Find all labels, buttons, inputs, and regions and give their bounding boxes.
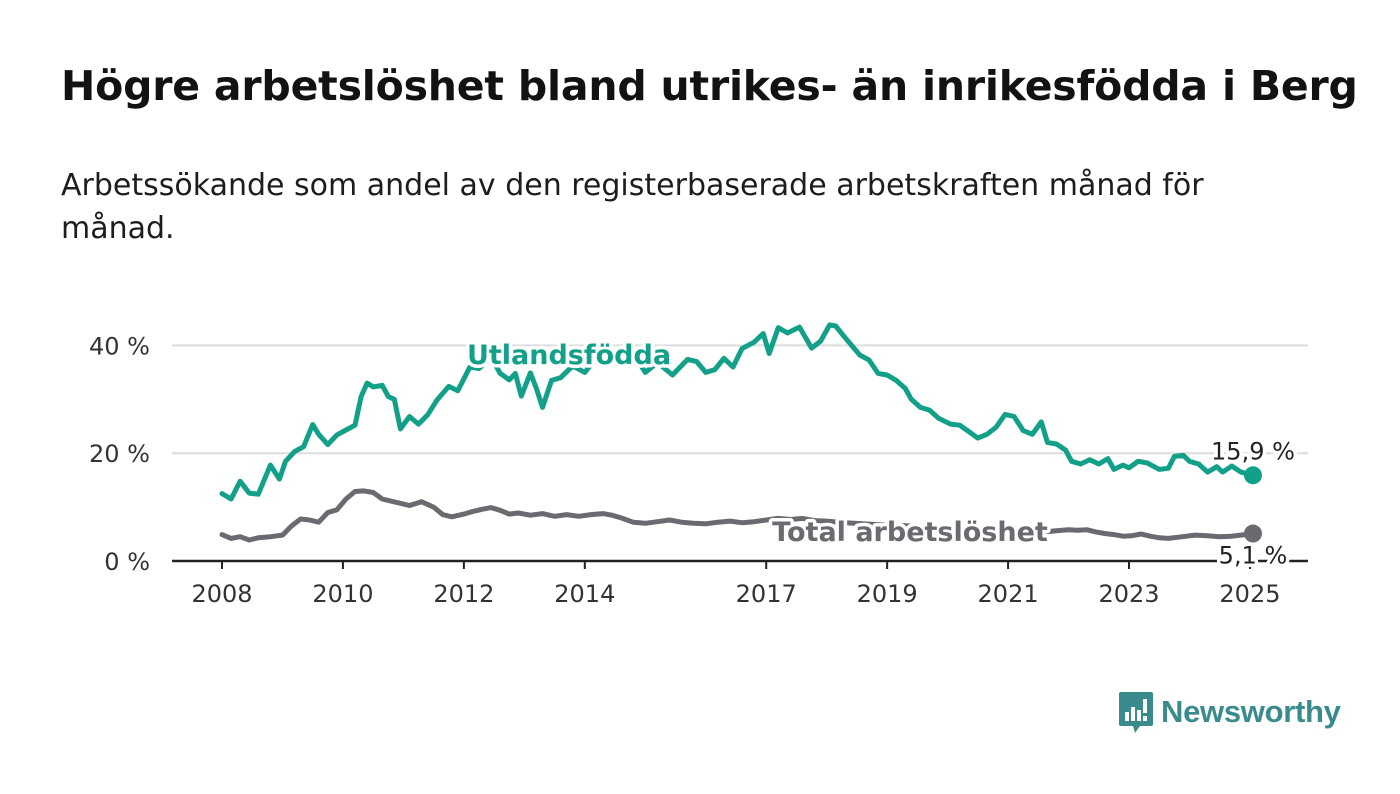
x-axis-tick-labels: 2008 2010 2012 2014 2017 2019 2021 2023 2025 [191, 580, 1280, 608]
series-labels: Utlandsfödda Total arbetslöshet 15,9 % 5,1 … [463, 337, 1298, 574]
end-point-utlandsfodda [1243, 466, 1262, 485]
end-value-label-utlandsfodda: 15,9 % [1211, 437, 1295, 465]
series-label-total: Total arbetslöshet [772, 517, 1048, 548]
bar-chart-speech-icon [1119, 692, 1153, 733]
x-tick-label: 2014 [554, 580, 615, 608]
end-point-total [1243, 524, 1262, 543]
x-tick-label: 2008 [191, 580, 252, 608]
x-tick-label: 2025 [1219, 580, 1280, 608]
x-tick-label: 2012 [433, 580, 494, 608]
y-tick-label: 0 % [104, 548, 150, 576]
newsworthy-logo: Newsworthy [1118, 690, 1341, 734]
x-tick-label: 2017 [736, 580, 797, 608]
series-line-total [219, 488, 1256, 543]
logo-text: Newsworthy [1161, 694, 1341, 729]
end-value-label-total: 5,1 % [1219, 542, 1288, 570]
x-tick-label: 2019 [857, 580, 918, 608]
chart-title: Högre arbetslöshet bland utrikes- än inr… [61, 62, 1358, 110]
series-line-utlandsfodda [219, 322, 1256, 502]
series-lines [219, 322, 1262, 543]
y-axis-tick-labels: 0 % 20 % 40 % [89, 332, 150, 576]
y-tick-label: 40 % [89, 332, 150, 360]
chart-subtitle: Arbetssökande som andel av den registerb… [61, 168, 1204, 246]
y-tick-label: 20 % [89, 440, 150, 468]
x-tick-label: 2023 [1098, 580, 1159, 608]
grid-lines [172, 344, 1308, 455]
x-axis [172, 559, 1308, 569]
series-label-utlandsfodda: Utlandsfödda [467, 340, 671, 371]
x-tick-label: 2021 [978, 580, 1039, 608]
x-tick-label: 2010 [312, 580, 373, 608]
